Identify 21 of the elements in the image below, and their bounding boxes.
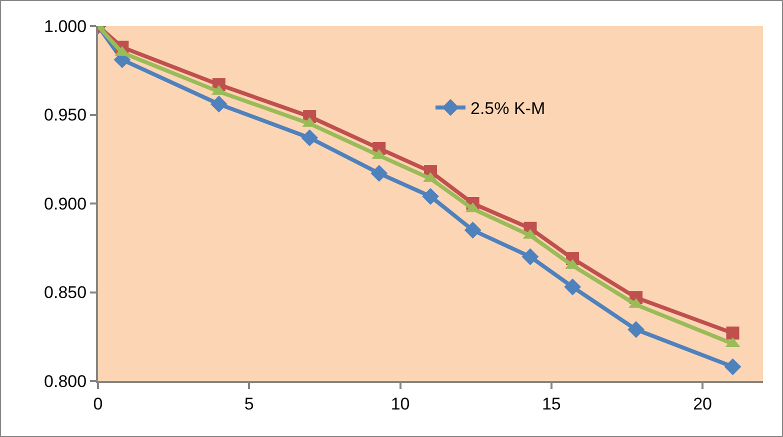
point	[464, 222, 482, 239]
point	[522, 248, 539, 266]
y-tick-label: 1.000	[44, 16, 87, 36]
x-tick-label: 20	[693, 394, 712, 414]
legend-label: 2.5% K-M	[470, 99, 546, 118]
y-tick-label: 0.950	[44, 106, 87, 125]
point	[628, 321, 644, 338]
point	[301, 129, 318, 146]
point	[210, 96, 228, 113]
x-tick-label: 5	[244, 394, 254, 414]
y-tick-label: 0.800	[44, 372, 87, 391]
y-tick-label: 0.850	[44, 283, 87, 302]
point	[370, 164, 388, 182]
x-tick-label: 0	[93, 394, 103, 414]
point	[726, 326, 740, 340]
point	[422, 188, 439, 205]
point	[564, 278, 582, 296]
point	[724, 358, 742, 376]
y-tick-label: 0.900	[44, 194, 87, 214]
x-tick-label: 10	[390, 394, 410, 414]
x-tick-label: 15	[542, 394, 561, 414]
